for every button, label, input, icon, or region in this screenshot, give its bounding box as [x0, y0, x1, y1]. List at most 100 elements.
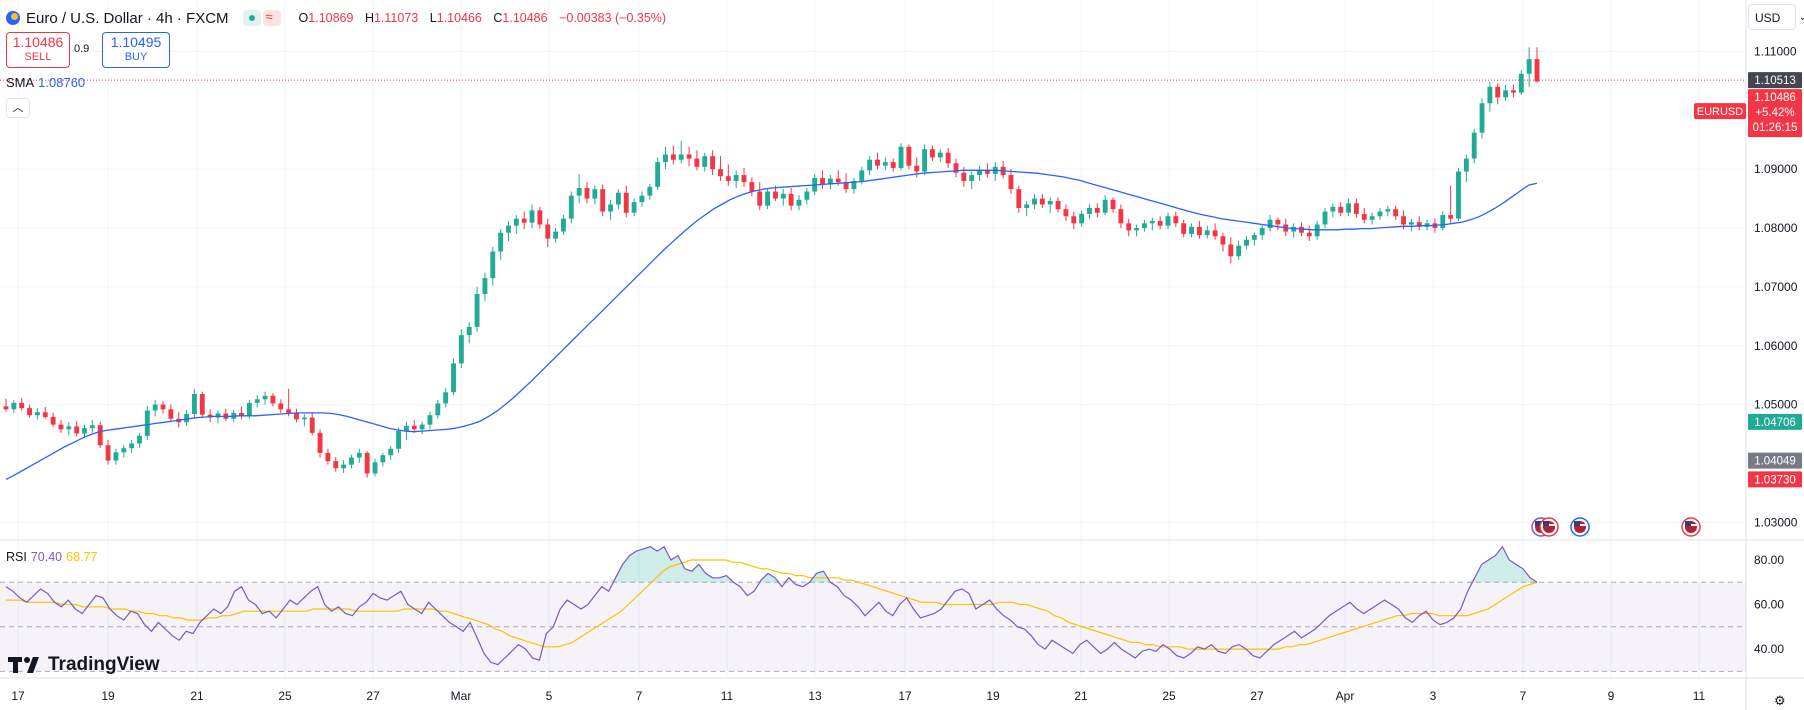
delayed-data-icon[interactable]	[262, 9, 281, 26]
sell-button[interactable]: 1.10486 SELL	[6, 32, 70, 68]
candle-body	[474, 293, 480, 327]
low-close-price-label: 1.03730	[1748, 471, 1802, 488]
candle-body	[58, 424, 64, 430]
market-open-icon[interactable]	[242, 10, 261, 26]
candle-body	[1024, 204, 1030, 209]
candle	[254, 395, 260, 408]
rsi-overbought-fill	[1495, 546, 1503, 583]
candle	[890, 158, 896, 172]
candle	[631, 198, 637, 217]
candle-body	[380, 455, 386, 463]
time-tick-label: 19	[101, 689, 115, 703]
economic-events[interactable]	[1531, 517, 1701, 537]
candle	[780, 189, 786, 206]
candle-body	[66, 426, 72, 430]
candle	[945, 147, 951, 168]
candle-body	[1503, 90, 1509, 98]
candle-body	[89, 425, 95, 429]
rsi-overbought-fill	[622, 555, 630, 583]
time-tick-label: Mar	[451, 689, 472, 703]
candle	[278, 399, 284, 413]
candle	[341, 459, 347, 473]
candle	[1134, 224, 1140, 237]
price-tick-label: 1.09000	[1754, 162, 1798, 176]
candle-body	[1149, 220, 1155, 224]
candle	[1338, 202, 1344, 217]
candle-body	[576, 187, 582, 196]
settings-gear-icon[interactable]: ⚙	[1774, 693, 1786, 708]
us-flag-event-icon[interactable]	[1570, 517, 1590, 537]
candle	[521, 211, 527, 230]
candle	[867, 156, 873, 176]
candle	[1196, 220, 1202, 239]
sma-legend[interactable]: SMA 1.08760	[6, 75, 85, 90]
time-tick-label: 13	[808, 689, 822, 703]
market-status[interactable]	[242, 9, 281, 26]
candle-body	[694, 158, 700, 167]
candle-body	[1267, 219, 1273, 229]
candle	[333, 457, 339, 472]
rsi-overbought-fill	[774, 577, 782, 583]
candle-body	[678, 154, 684, 160]
candle-body	[1220, 236, 1226, 245]
candle-body	[34, 412, 40, 416]
candle	[11, 399, 17, 413]
candle-body	[42, 412, 48, 417]
rsi-overbought-fill	[643, 546, 651, 583]
candle	[969, 171, 975, 190]
candle	[1142, 219, 1147, 232]
candle-body	[961, 172, 967, 181]
candle	[1039, 193, 1045, 209]
candle	[922, 144, 928, 176]
candle-body	[757, 191, 763, 206]
symbol-title[interactable]: Euro / U.S. Dollar · 4h · FXCM	[26, 9, 229, 27]
low-close-price-label-bg	[1748, 471, 1802, 488]
candle-body	[1275, 219, 1281, 225]
close-price-label-text: 01:26:15	[1753, 122, 1798, 134]
time-tick-label: 11	[1693, 689, 1706, 703]
candle	[600, 184, 606, 217]
candle-body	[1408, 222, 1414, 225]
candle	[239, 406, 244, 420]
candle	[623, 185, 629, 218]
candle	[1094, 203, 1100, 218]
currency-select[interactable]: USD ⌄	[1748, 4, 1804, 30]
candle	[1534, 47, 1540, 83]
candle-body	[537, 210, 543, 225]
candle-body	[1118, 209, 1124, 224]
candle	[356, 448, 362, 463]
rsi-overbought-fill	[629, 551, 637, 583]
candle-body	[890, 162, 896, 168]
candle-body	[1063, 209, 1069, 217]
us-flag-event-icon[interactable]	[1681, 517, 1701, 537]
candle	[364, 451, 370, 478]
candle	[953, 158, 959, 178]
time-tick-label: 17	[11, 689, 25, 703]
candle	[820, 170, 825, 190]
candle-body	[765, 191, 771, 206]
candle	[757, 182, 763, 211]
tradingview-logo: TradingView	[8, 654, 160, 676]
candle	[1047, 197, 1053, 213]
rsi-label: RSI	[6, 550, 27, 564]
candle-body	[105, 445, 111, 461]
candle	[765, 187, 771, 210]
candle-body	[262, 395, 268, 400]
candle	[223, 408, 229, 422]
ohlc-open-key: O	[298, 11, 309, 25]
candle-body	[1448, 215, 1454, 219]
us-flag-event-icon[interactable]	[1539, 517, 1559, 537]
last-price-label-bg	[1748, 72, 1802, 89]
price-tick-label: 1.08000	[1754, 221, 1798, 235]
buy-button[interactable]: 1.10495 BUY	[102, 32, 170, 68]
candle-body	[741, 175, 747, 183]
sma-series-line	[5, 169, 1538, 480]
rsi-legend[interactable]: RSI 70.40 68.77	[6, 550, 97, 564]
candle-body	[670, 154, 676, 160]
candle-body	[1306, 232, 1312, 237]
collapse-indicators-button[interactable]: ︿	[6, 98, 30, 118]
candle	[1511, 84, 1516, 98]
candle-body	[1322, 211, 1328, 225]
candle	[474, 286, 480, 332]
